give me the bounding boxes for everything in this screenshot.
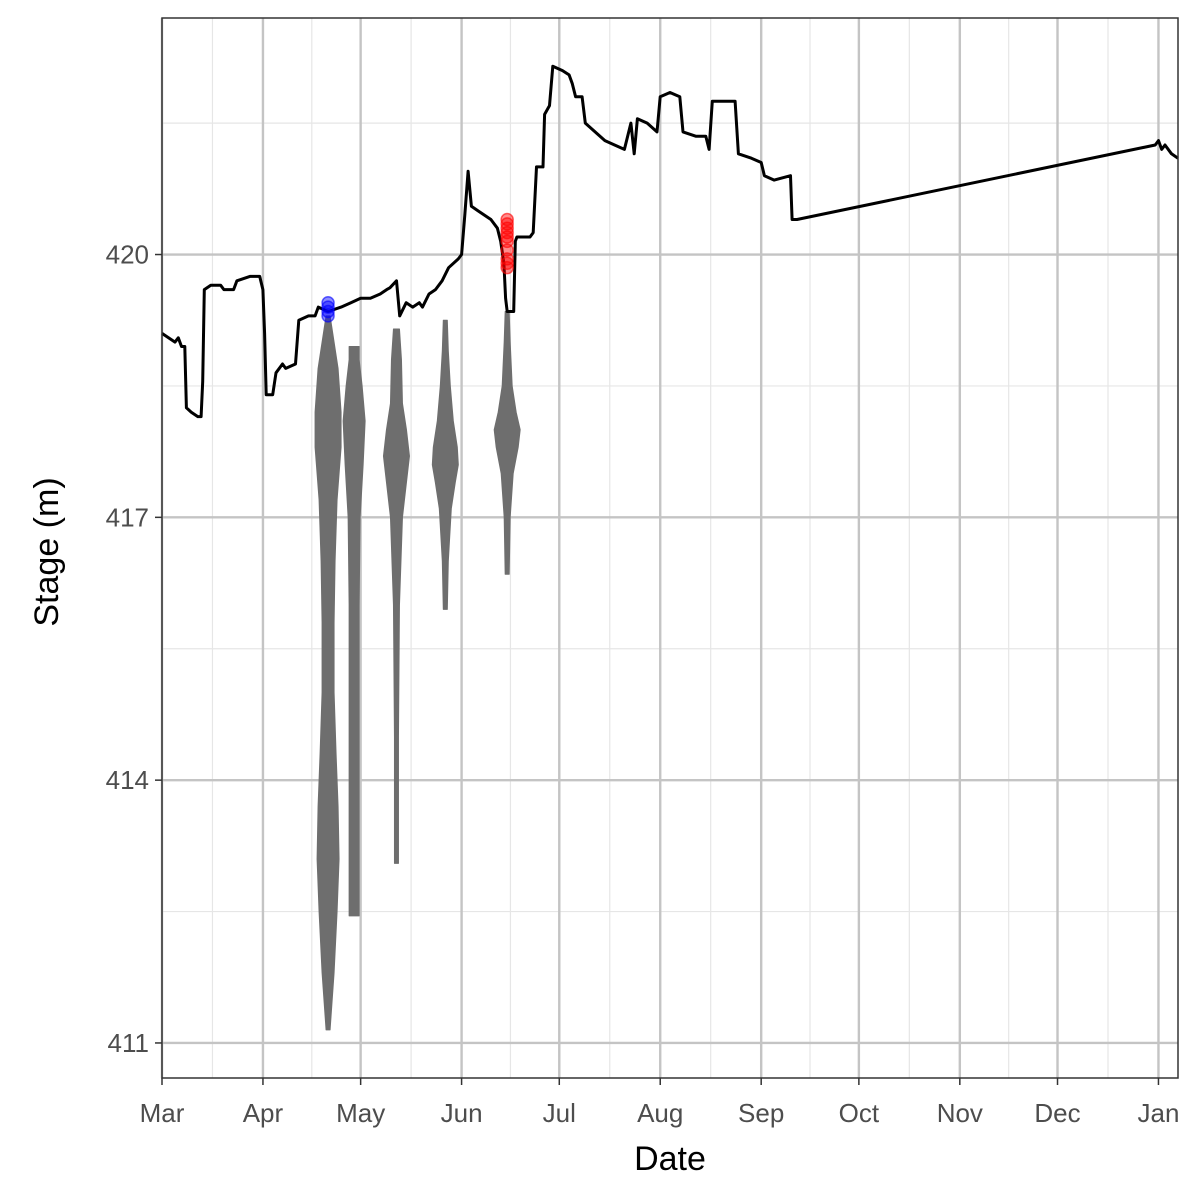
y-tick-label: 417	[106, 502, 149, 532]
y-axis-title: Stage (m)	[28, 477, 66, 626]
y-tick-label: 411	[108, 1028, 149, 1058]
y-tick-label: 414	[106, 765, 149, 795]
x-tick-label: Mar	[140, 1098, 185, 1128]
x-tick-label: Jul	[543, 1098, 576, 1128]
violin	[431, 319, 459, 610]
stage-line-layer	[161, 64, 1179, 419]
plot-border	[161, 17, 1179, 1079]
blue-point	[321, 295, 335, 310]
points-layer	[321, 212, 514, 323]
x-tick-label: Sep	[738, 1098, 784, 1128]
x-tick-label: Aug	[637, 1098, 683, 1128]
y-axis: 411 414 417 420	[106, 240, 162, 1058]
blue-point	[321, 300, 335, 314]
red-point	[500, 230, 514, 244]
violin	[382, 328, 410, 864]
x-axis-title: Date	[634, 1140, 706, 1178]
x-tick-label: Jan	[1138, 1098, 1180, 1128]
red-point	[500, 256, 514, 271]
x-tick-label: Apr	[243, 1098, 284, 1128]
x-tick-label: May	[336, 1098, 385, 1128]
stage-line	[161, 64, 1179, 419]
x-tick-label: Oct	[839, 1098, 880, 1128]
x-axis: Mar Apr May Jun Jul Aug Sep Oct Nov Dec Jan	[140, 1078, 1180, 1128]
x-tick-label: Jun	[441, 1098, 483, 1128]
red-point	[500, 260, 514, 275]
x-tick-label: Dec	[1034, 1098, 1080, 1128]
violin	[314, 315, 342, 1031]
y-tick-label: 420	[106, 240, 149, 270]
violins	[314, 310, 521, 1031]
plot-panel	[162, 18, 1178, 1078]
x-tick-label: Nov	[937, 1098, 983, 1128]
violin	[342, 346, 366, 917]
